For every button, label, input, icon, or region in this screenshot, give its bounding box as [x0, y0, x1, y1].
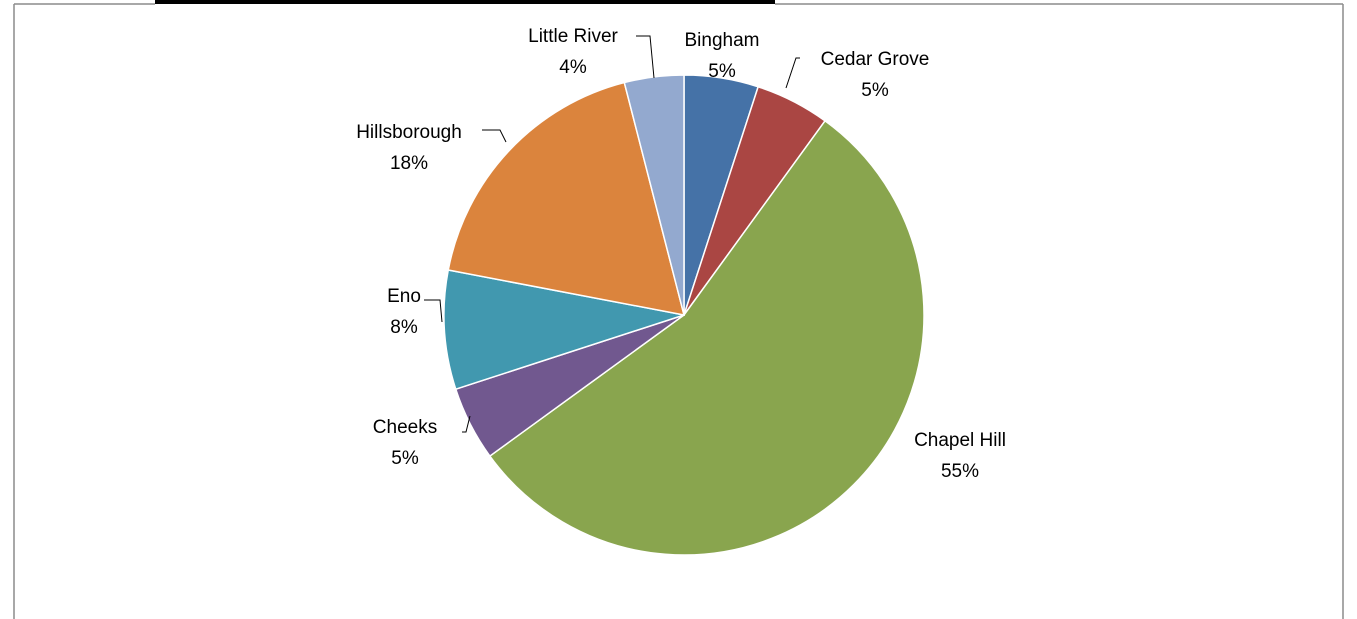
slice-label-percent: 55%	[941, 461, 979, 482]
slice-label-percent: 5%	[391, 448, 419, 469]
leader-lines	[424, 35, 800, 433]
pie-slice-eno	[443, 269, 685, 391]
slice-label-name: Cedar Grove	[821, 49, 930, 70]
slice-label-name: Cheeks	[373, 417, 437, 438]
slice-label-percent: 4%	[559, 57, 587, 78]
leader-line	[462, 415, 471, 433]
title-underline-bar	[155, 0, 775, 4]
slice-label-name: Little River	[528, 26, 618, 47]
slice-label-name: Eno	[387, 286, 421, 307]
slice-label-percent: 5%	[861, 80, 889, 101]
leader-line	[785, 57, 800, 89]
slice-label-percent: 8%	[390, 317, 418, 338]
slice-label-percent: 5%	[708, 61, 736, 82]
leader-line	[424, 299, 443, 323]
slice-labels: Bingham 5% Cedar Grove 5% Chapel Hill 55% Chee…	[356, 26, 1006, 482]
slice-label-name: Hillsborough	[356, 122, 462, 143]
slice-label-percent: 18%	[390, 153, 428, 174]
pie-slice-hillsborough	[447, 81, 686, 316]
pie-slice-chapel-hill	[488, 119, 925, 556]
slice-label-name: Bingham	[685, 30, 760, 51]
chart-border	[13, 3, 1344, 619]
pie-slices	[443, 74, 925, 556]
slice-label-name: Chapel Hill	[914, 430, 1006, 451]
leader-line	[482, 129, 507, 143]
leader-line	[636, 35, 655, 79]
